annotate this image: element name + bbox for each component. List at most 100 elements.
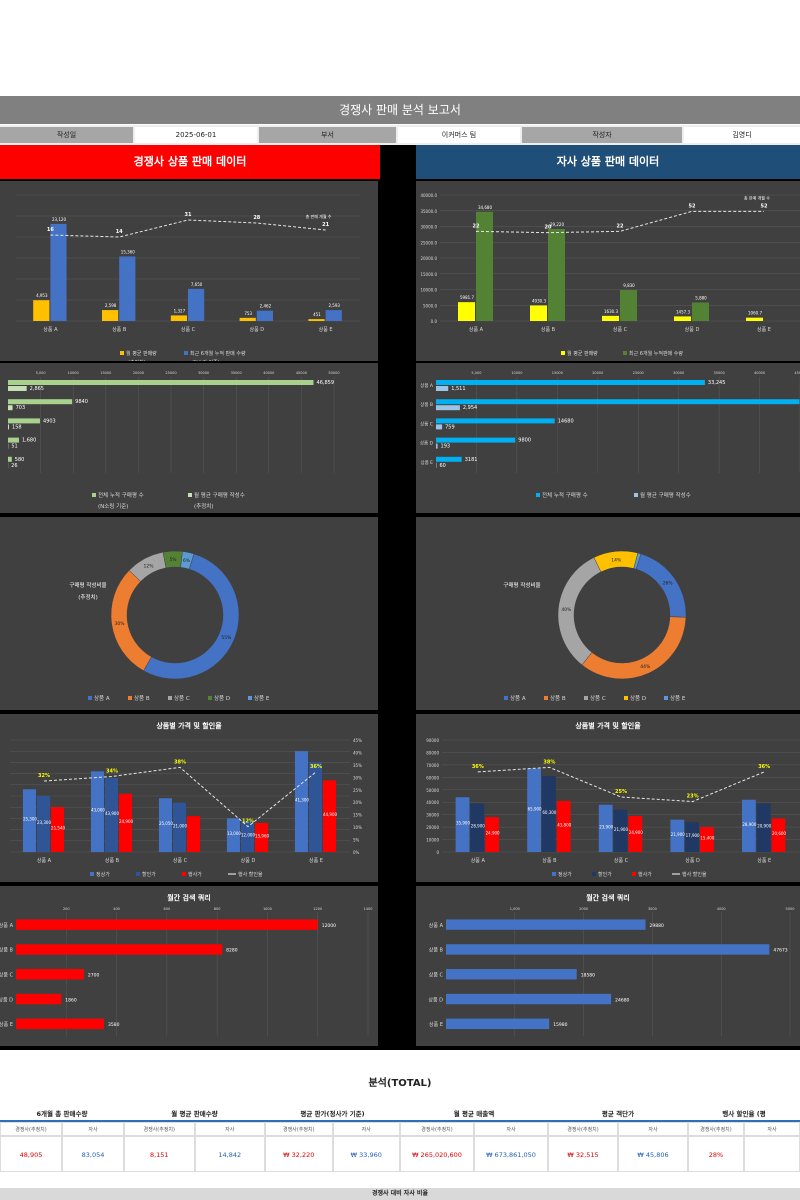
category-label: 상품 D: [249, 326, 264, 333]
bar-1: [742, 799, 756, 852]
bar-data-label: 46,859: [317, 380, 335, 386]
donut-slice: [581, 616, 687, 680]
bar-data-label: 2,954: [463, 405, 477, 411]
bar-data-label: 580: [15, 457, 25, 463]
legend-label: 전체 누적 구매평 수: [98, 491, 144, 499]
search-bar: [16, 919, 318, 930]
bar-3: [771, 818, 786, 852]
report-info-row: 작성일 2025-06-01 부서 이커머스 팀 작성자 김영디: [0, 125, 800, 145]
bar-3: [187, 816, 201, 852]
category-label: 상품 C: [181, 326, 196, 333]
y2-tick-label: 10%: [353, 825, 362, 830]
legend-label: 월 평균 구매평 작성수: [640, 491, 691, 499]
line-data-label: 25%: [615, 789, 627, 795]
x-tick-label: 25000: [633, 371, 644, 375]
x-tick-label: 20000: [133, 371, 144, 375]
y-tick-label: 80000: [426, 750, 439, 755]
bar-data-label: 28,900: [742, 822, 756, 827]
legend-label: 상품 C: [174, 694, 190, 702]
legend-swatch: [536, 493, 540, 497]
author-value[interactable]: 김영디: [684, 127, 800, 143]
bar-data-label: 2,598: [105, 303, 117, 308]
legend-swatch: [88, 696, 92, 700]
y-tick-label: 40000.0: [420, 193, 437, 198]
legend-swatch: [552, 872, 556, 876]
dashboard-area: 경쟁사 상품 판매 데이터 자사 상품 판매 데이터 4,953 2,598 1,3…: [0, 145, 800, 1050]
bar-1: [308, 319, 325, 321]
search-bar: [446, 993, 612, 1005]
x-tick-label: 10000: [511, 371, 522, 375]
line-data-label: 22: [617, 223, 624, 229]
bar-data-label: 5,880: [695, 295, 707, 300]
category-label: 상품 A: [429, 922, 444, 929]
legend-swatch: [584, 696, 588, 700]
bar-3: [255, 822, 269, 852]
bar-data-label: 65,900: [528, 806, 542, 811]
x-tick-label: 1000: [263, 907, 272, 911]
legend-swatch: [184, 351, 188, 355]
competitor-subheader: 경쟁사(추정치): [265, 1122, 333, 1136]
bar-data-label: 451: [313, 312, 321, 317]
x-tick-label: 40000: [263, 371, 274, 375]
legend-swatch: [182, 872, 186, 876]
legend-label: 최근 6개월 누적판매 수량: [629, 350, 683, 357]
competitor-subheader: 경쟁사(추정치): [688, 1122, 744, 1136]
bar-data-label: 15,400: [700, 836, 714, 841]
center-label: 구매평 작성비율: [69, 581, 106, 589]
bar-1: [8, 399, 73, 405]
bar-data-label: 13,000: [227, 831, 241, 836]
bar-2: [325, 310, 342, 321]
bar-2: [470, 803, 485, 852]
bar-2: [172, 802, 187, 852]
date-value[interactable]: 2025-06-01: [135, 127, 257, 143]
slice-label: 5%: [169, 557, 177, 563]
analysis-title: 분석(TOTAL): [368, 1078, 432, 1089]
donut-slice: [633, 552, 642, 570]
bar-3: [323, 780, 337, 852]
legend-label: 월 평균 판매량: [567, 350, 598, 357]
x-tick-label: 10000: [68, 371, 79, 375]
category-label: 상품 B: [420, 401, 433, 408]
bar-data-label: 23,120: [52, 217, 66, 222]
bar-data-label: 8280: [226, 948, 238, 954]
legend-swatch: [664, 696, 668, 700]
category-label: 상품 E: [0, 1021, 13, 1028]
category-label: 상품 B: [429, 947, 444, 954]
bar-data-label: 1,680: [22, 438, 36, 444]
y-tick-label: 90000: [426, 738, 439, 743]
y-tick-label: 30000: [426, 813, 439, 818]
bar-2: [188, 288, 205, 321]
y2-tick-label: 20%: [353, 800, 362, 805]
bar-data-label: 24,900: [119, 819, 133, 824]
bar-data-label: 33,245: [708, 380, 726, 386]
slice-label: 55%: [221, 635, 232, 641]
bar-data-label: 2,865: [30, 386, 44, 392]
bar-2: [36, 796, 51, 852]
x-tick-label: 45000: [794, 371, 800, 375]
search-bar: [446, 1018, 550, 1030]
bar-data-label: 34,680: [478, 205, 492, 210]
search-bar: [16, 993, 62, 1005]
legend-swatch: [92, 493, 96, 497]
bar-2: [436, 443, 438, 449]
bar-2: [548, 228, 565, 321]
bar-data-label: 759: [445, 424, 455, 430]
bar-data-label: 21,000: [173, 823, 187, 828]
bar-data-label: 4903: [43, 418, 56, 424]
chart-title: 월간 검색 쿼리: [167, 893, 211, 902]
dept-value[interactable]: 이커머스 팀: [398, 127, 520, 143]
competitor-subheader: 경쟁사(추정치): [400, 1122, 474, 1136]
slice-label: 6%: [183, 558, 191, 564]
x-tick-label: 30000: [198, 371, 209, 375]
bar-2: [436, 386, 449, 391]
chart-title: 월간 검색 쿼리: [586, 893, 630, 902]
legend-swatch: [90, 872, 94, 876]
legend-label: 정상가: [96, 871, 110, 878]
bar-data-label: 9840: [75, 399, 88, 405]
bar-data-label: 1860: [65, 997, 77, 1003]
bar-1: [8, 437, 19, 443]
own-review-chart: 5,000 10000 15000 20000 25000 30000 35000 40000…: [416, 363, 800, 513]
bar-data-label: 2,593: [328, 303, 340, 308]
competitor-review-chart: 5,000 10000 15000 20000 25000 30000 35000 40000…: [0, 363, 378, 513]
bar-1: [33, 300, 50, 321]
